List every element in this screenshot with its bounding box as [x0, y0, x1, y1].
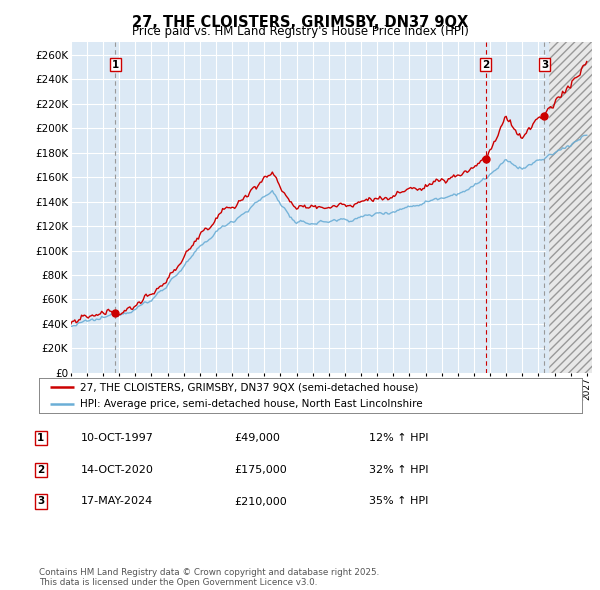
Text: 17-MAY-2024: 17-MAY-2024 — [81, 497, 153, 506]
Text: 3: 3 — [541, 60, 548, 70]
Text: 3: 3 — [37, 497, 44, 506]
Text: 1: 1 — [112, 60, 119, 70]
Text: 32% ↑ HPI: 32% ↑ HPI — [369, 465, 428, 474]
Text: 35% ↑ HPI: 35% ↑ HPI — [369, 497, 428, 506]
Bar — [547, 42, 595, 373]
Bar — [547, 42, 548, 373]
Text: 12% ↑ HPI: 12% ↑ HPI — [369, 433, 428, 442]
Bar — [547, 42, 595, 373]
Text: 27, THE CLOISTERS, GRIMSBY, DN37 9QX: 27, THE CLOISTERS, GRIMSBY, DN37 9QX — [132, 15, 468, 30]
Text: Price paid vs. HM Land Registry's House Price Index (HPI): Price paid vs. HM Land Registry's House … — [131, 25, 469, 38]
Text: Contains HM Land Registry data © Crown copyright and database right 2025.
This d: Contains HM Land Registry data © Crown c… — [39, 568, 379, 587]
Text: £49,000: £49,000 — [234, 433, 280, 442]
Text: 27, THE CLOISTERS, GRIMSBY, DN37 9QX (semi-detached house): 27, THE CLOISTERS, GRIMSBY, DN37 9QX (se… — [80, 382, 418, 392]
Text: 10-OCT-1997: 10-OCT-1997 — [81, 433, 154, 442]
Text: 2: 2 — [482, 60, 490, 70]
Text: £175,000: £175,000 — [234, 465, 287, 474]
Text: HPI: Average price, semi-detached house, North East Lincolnshire: HPI: Average price, semi-detached house,… — [80, 399, 422, 409]
Text: £210,000: £210,000 — [234, 497, 287, 506]
Text: 2: 2 — [37, 465, 44, 474]
Text: 14-OCT-2020: 14-OCT-2020 — [81, 465, 154, 474]
Text: 1: 1 — [37, 433, 44, 442]
